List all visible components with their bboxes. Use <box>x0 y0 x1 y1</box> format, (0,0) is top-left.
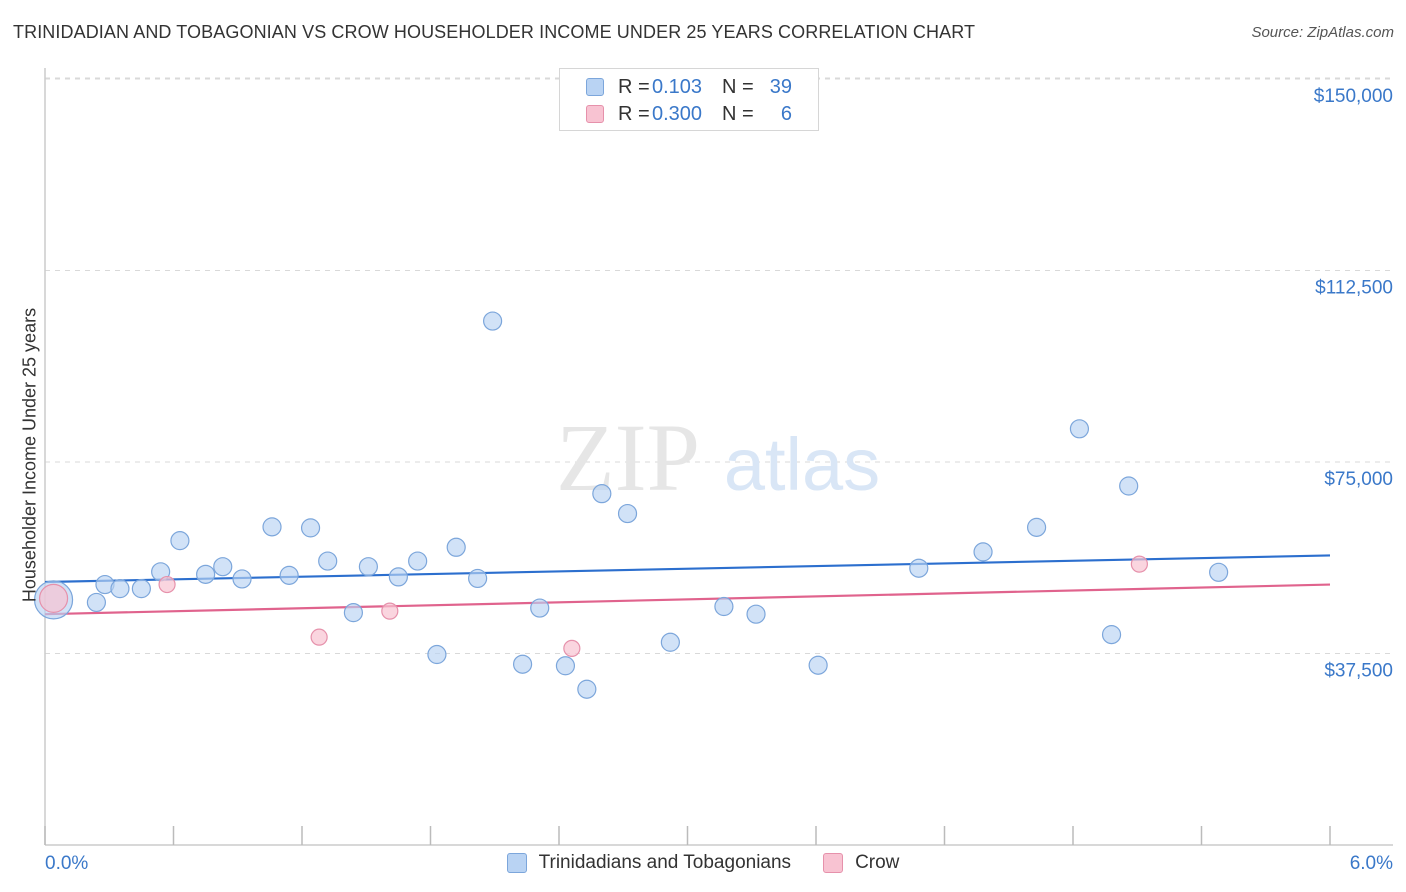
series-swatch-pink <box>823 853 844 873</box>
trinidadians-point <box>530 598 550 618</box>
crow-point <box>38 583 69 613</box>
trinidadians-point <box>1209 562 1229 582</box>
legend-n-value: 6 <box>780 102 792 125</box>
trinidadians-point <box>232 569 252 589</box>
trinidadians-point <box>592 484 612 504</box>
legend-n-label: N = <box>722 102 754 125</box>
stats-legend: R = 0.103 N = 39 R = 0.300 N = 6 <box>559 68 819 131</box>
legend-r-label: R = <box>618 75 650 98</box>
series-legend-label: Trinidadians and Tobagonians <box>538 852 792 873</box>
crow-point <box>1130 555 1148 573</box>
series-legend-label: Crow <box>855 852 900 873</box>
trinidadians-point <box>746 604 766 624</box>
crow-point <box>381 602 399 620</box>
y-tick-label: $75,000 <box>1324 469 1393 490</box>
legend-swatch-pink <box>586 105 604 123</box>
source-label: Source: ZipAtlas.com <box>1251 24 1394 41</box>
trinidadians-point <box>512 654 533 674</box>
watermark-atlas: atlas <box>724 423 880 506</box>
legend-r-label: R = <box>618 102 650 125</box>
legend-r-value: 0.103 <box>652 75 703 98</box>
trinidadians-point <box>279 565 299 585</box>
trinidadians-trend-line <box>44 554 1331 584</box>
watermark: ZIP atlas <box>556 404 880 511</box>
trinidadians-point <box>577 679 597 699</box>
legend-row-trinidadians: R = 0.103 N = 39 <box>586 75 792 99</box>
trinidadians-point <box>343 603 363 623</box>
series-legend-trinidadians[interactable]: Trinidadians and Tobagonians <box>506 852 792 874</box>
trinidadians-point <box>1069 419 1090 439</box>
legend-r-value: 0.300 <box>652 102 703 125</box>
trinidadians-point <box>483 311 503 331</box>
y-tick-label: $150,000 <box>1314 86 1393 107</box>
y-tick-label: $37,500 <box>1324 661 1393 682</box>
crow-trend-line <box>44 583 1331 616</box>
trinidadians-point <box>468 568 488 589</box>
crow-point <box>310 628 328 646</box>
trinidadians-point <box>808 655 828 675</box>
trinidadians-point <box>1026 517 1047 537</box>
legend-n-label: N = <box>722 75 754 98</box>
legend-row-crow: R = 0.300 N = 6 <box>586 102 792 126</box>
crow-point <box>158 575 176 594</box>
x-tick-label: 6.0% <box>1350 853 1393 874</box>
legend-swatch-blue <box>586 78 604 96</box>
trinidadians-point <box>660 632 680 652</box>
label-layer: $37,500 $75,000 $112,500 $150,000 0.0% 6.0% <box>45 86 1393 874</box>
x-tick-label: 0.0% <box>45 853 88 874</box>
trinidadians-point <box>909 558 929 578</box>
trinidadians-point <box>617 503 638 524</box>
series-legend: Trinidadians and Tobagonians Crow <box>0 852 1406 874</box>
trinidadians-point <box>86 592 107 613</box>
trinidadians-point <box>358 557 378 577</box>
trinidadians-point <box>196 564 216 584</box>
y-axis-title: Householder Income Under 25 years <box>19 307 40 603</box>
trinidadians-point <box>262 517 282 537</box>
chart-title: TRINIDADIAN AND TOBAGONIAN VS CROW HOUSE… <box>13 22 976 42</box>
trinidadians-point <box>300 518 321 538</box>
axis-layer <box>44 68 1393 846</box>
trinidadians-point <box>714 596 734 617</box>
trend-layer <box>44 554 1331 616</box>
series-swatch-blue <box>506 853 527 873</box>
y-tick-label: $112,500 <box>1315 278 1393 299</box>
trinidadians-point <box>131 579 151 599</box>
trinidadians-point <box>318 551 338 571</box>
trinidadians-point <box>1101 625 1122 645</box>
trinidadians-point <box>973 542 993 562</box>
watermark-zip: ZIP <box>556 404 700 511</box>
trinidadians-point <box>110 579 130 599</box>
series-legend-crow[interactable]: Crow <box>823 852 899 874</box>
legend-n-value: 39 <box>769 75 792 98</box>
crow-point <box>563 639 581 657</box>
trinidadians-point <box>213 557 233 577</box>
trinidadians-point <box>170 531 190 551</box>
trinidadians-point <box>388 567 408 587</box>
trinidadians-point <box>555 656 576 676</box>
trinidadians-point <box>446 537 466 557</box>
trinidadians-point <box>1119 476 1139 496</box>
trinidadians-point <box>427 644 447 665</box>
point-layer <box>33 311 1229 699</box>
trinidadians-point <box>408 551 428 571</box>
